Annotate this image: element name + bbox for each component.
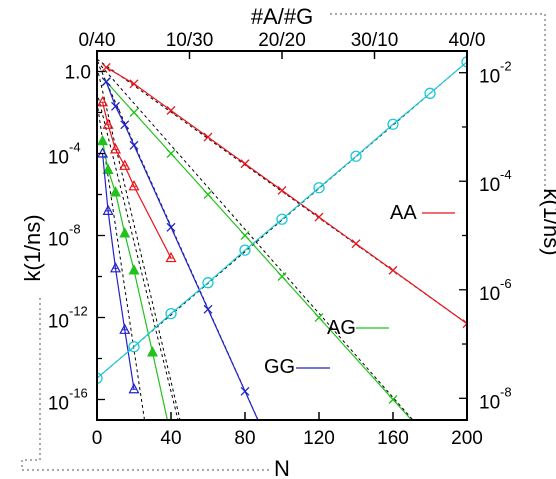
top-label-leader (330, 13, 546, 190)
y-left-tick-label: 10 (48, 312, 69, 333)
axes: 0 40 80 120 160 200 0/40 10/30 20/20 30/10 40/0 1.0… (21, 13, 546, 471)
fit-line (97, 60, 414, 420)
data-point (102, 204, 114, 215)
data-point (129, 108, 139, 117)
y-right-tick-label: 10 (479, 284, 500, 305)
data-point (277, 272, 287, 281)
data-point (119, 323, 131, 334)
data-point (128, 382, 140, 394)
data-point (97, 372, 103, 384)
top-tick-label: 40/0 (449, 30, 486, 51)
data-point (351, 239, 361, 249)
data-point (203, 304, 213, 314)
top-axis-label: #A/#G (251, 4, 313, 29)
data-point (165, 307, 177, 320)
x-tick-label: 40 (160, 428, 181, 449)
data-point (314, 313, 324, 322)
fit-line (97, 91, 179, 420)
data-point (119, 227, 131, 238)
data-point (110, 186, 121, 197)
x-tick-label: 200 (451, 428, 483, 449)
data-point (388, 395, 398, 404)
plot-area (97, 56, 467, 420)
data-point (203, 132, 213, 142)
y-left-tick-label: 10 (48, 394, 69, 415)
data-point (240, 159, 250, 169)
y-axis-label-right: k(1/ns) (539, 188, 556, 255)
data-point (166, 149, 176, 158)
data-point (147, 346, 158, 357)
data-point (101, 77, 111, 87)
plot-content (97, 56, 467, 420)
data-point (461, 56, 467, 68)
x-tick-label: 120 (303, 428, 335, 449)
series-line (105, 81, 259, 420)
y-right-tick-exponent: -6 (500, 276, 512, 291)
data-point (166, 105, 176, 115)
top-tick-label: 0/40 (79, 30, 116, 51)
data-point (239, 244, 251, 256)
data-point (119, 159, 131, 170)
data-point (128, 341, 140, 353)
data-point (202, 277, 214, 289)
data-point (276, 213, 288, 225)
data-point (240, 231, 250, 240)
data-point (102, 118, 114, 129)
top-tick-label: 30/10 (351, 30, 399, 51)
y-right-tick-label: 10 (479, 175, 500, 196)
y-left-tick-exponent: -4 (69, 140, 81, 155)
y-right-tick-exponent: -2 (500, 59, 512, 74)
x-tick-label: 80 (234, 428, 255, 449)
data-point (166, 222, 176, 232)
y-left-tick-exponent: -12 (69, 304, 88, 319)
y-axis-label-left: k(1/ns) (20, 214, 45, 281)
data-point (277, 185, 287, 195)
data-point (128, 180, 140, 191)
data-point (128, 264, 140, 275)
y-left-tick-exponent: -8 (69, 222, 81, 237)
data-point (110, 262, 121, 273)
series-line (97, 61, 467, 379)
data-point (165, 251, 177, 263)
data-point (129, 140, 139, 150)
data-point (314, 212, 324, 222)
series-line (101, 102, 172, 259)
series-label-gg: GG (264, 356, 295, 378)
top-tick-label: 20/20 (258, 30, 306, 51)
x-axis-label: N (274, 456, 290, 479)
data-point (97, 95, 109, 107)
data-point (388, 265, 398, 275)
x-tick-label: 160 (377, 428, 409, 449)
top-tick-label: 10/30 (166, 30, 214, 51)
y-right-tick-label: 10 (479, 392, 500, 413)
data-point (424, 87, 436, 99)
bottom-label-leader (21, 298, 270, 471)
data-point (129, 79, 139, 89)
data-point (111, 101, 120, 111)
data-point (102, 163, 114, 174)
data-point (110, 143, 121, 154)
y-right-tick-label: 10 (479, 67, 500, 88)
data-point (350, 150, 362, 162)
data-point (120, 120, 130, 130)
y-left-tick-label: 1.0 (65, 63, 91, 84)
data-point (387, 118, 399, 130)
series-line (105, 66, 467, 325)
y-right-tick-exponent: -4 (500, 167, 512, 182)
y-right-tick-exponent: -8 (500, 384, 512, 399)
data-point (240, 386, 250, 396)
x-tick-label: 0 (92, 428, 103, 449)
data-point (462, 319, 467, 329)
y-left-tick-label: 10 (48, 230, 69, 251)
data-point (101, 62, 111, 72)
y-left-tick-label: 10 (48, 148, 69, 169)
data-point (313, 182, 325, 194)
series-label-aa: AA (390, 202, 417, 224)
data-point (97, 134, 109, 146)
series-label-ag: AG (327, 317, 356, 339)
y-left-tick-exponent: -16 (69, 386, 88, 401)
data-point (203, 190, 213, 199)
